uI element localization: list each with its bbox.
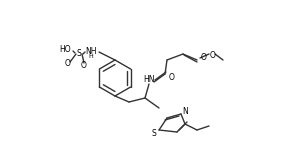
Text: O: O (201, 53, 207, 62)
Text: N: N (182, 107, 188, 117)
Text: NH: NH (85, 48, 97, 56)
Text: S: S (152, 128, 156, 138)
Text: O: O (81, 60, 87, 69)
Text: O: O (169, 73, 175, 82)
Text: S: S (77, 49, 81, 59)
Text: O: O (65, 59, 71, 69)
Text: HO: HO (59, 45, 71, 53)
Text: HN: HN (143, 76, 155, 84)
Text: O: O (210, 52, 216, 60)
Text: H: H (89, 55, 93, 59)
